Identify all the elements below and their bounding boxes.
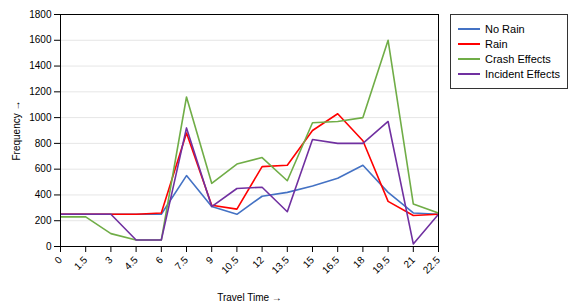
svg-text:600: 600 [35,163,52,174]
svg-text:7.5: 7.5 [173,254,191,272]
svg-text:12: 12 [250,254,266,270]
svg-text:1800: 1800 [29,9,52,20]
svg-text:21: 21 [401,254,417,270]
svg-text:1000: 1000 [29,112,52,123]
svg-text:19.5: 19.5 [370,254,392,276]
html-text:Incident Effects: Incident Effects [485,68,560,80]
svg-text:1600: 1600 [29,34,52,45]
svg-text:16.5: 16.5 [320,254,342,276]
svg-text:800: 800 [35,138,52,149]
html-text:Rain: Rain [485,38,508,50]
svg-text:22.5: 22.5 [421,254,443,276]
html-text:No Rain: No Rain [485,23,525,35]
html-text:Crash Effects: Crash Effects [485,53,551,65]
svg-text:0: 0 [46,241,52,252]
svg-text:200: 200 [35,215,52,226]
svg-text:18: 18 [351,254,367,270]
svg-text:15: 15 [301,254,317,270]
svg-text:0: 0 [52,254,64,266]
svg-text:3: 3 [103,254,115,266]
svg-text:10.5: 10.5 [219,254,241,276]
svg-text:Frequency →: Frequency → [11,100,22,160]
svg-text:1200: 1200 [29,86,52,97]
svg-text:4.5: 4.5 [122,254,140,272]
svg-text:13.5: 13.5 [269,254,291,276]
svg-text:400: 400 [35,189,52,200]
svg-text:1.5: 1.5 [72,254,90,272]
svg-text:6: 6 [153,254,165,266]
svg-text:Travel Time →: Travel Time → [217,292,282,303]
svg-text:1400: 1400 [29,60,52,71]
svg-text:9: 9 [204,254,216,266]
